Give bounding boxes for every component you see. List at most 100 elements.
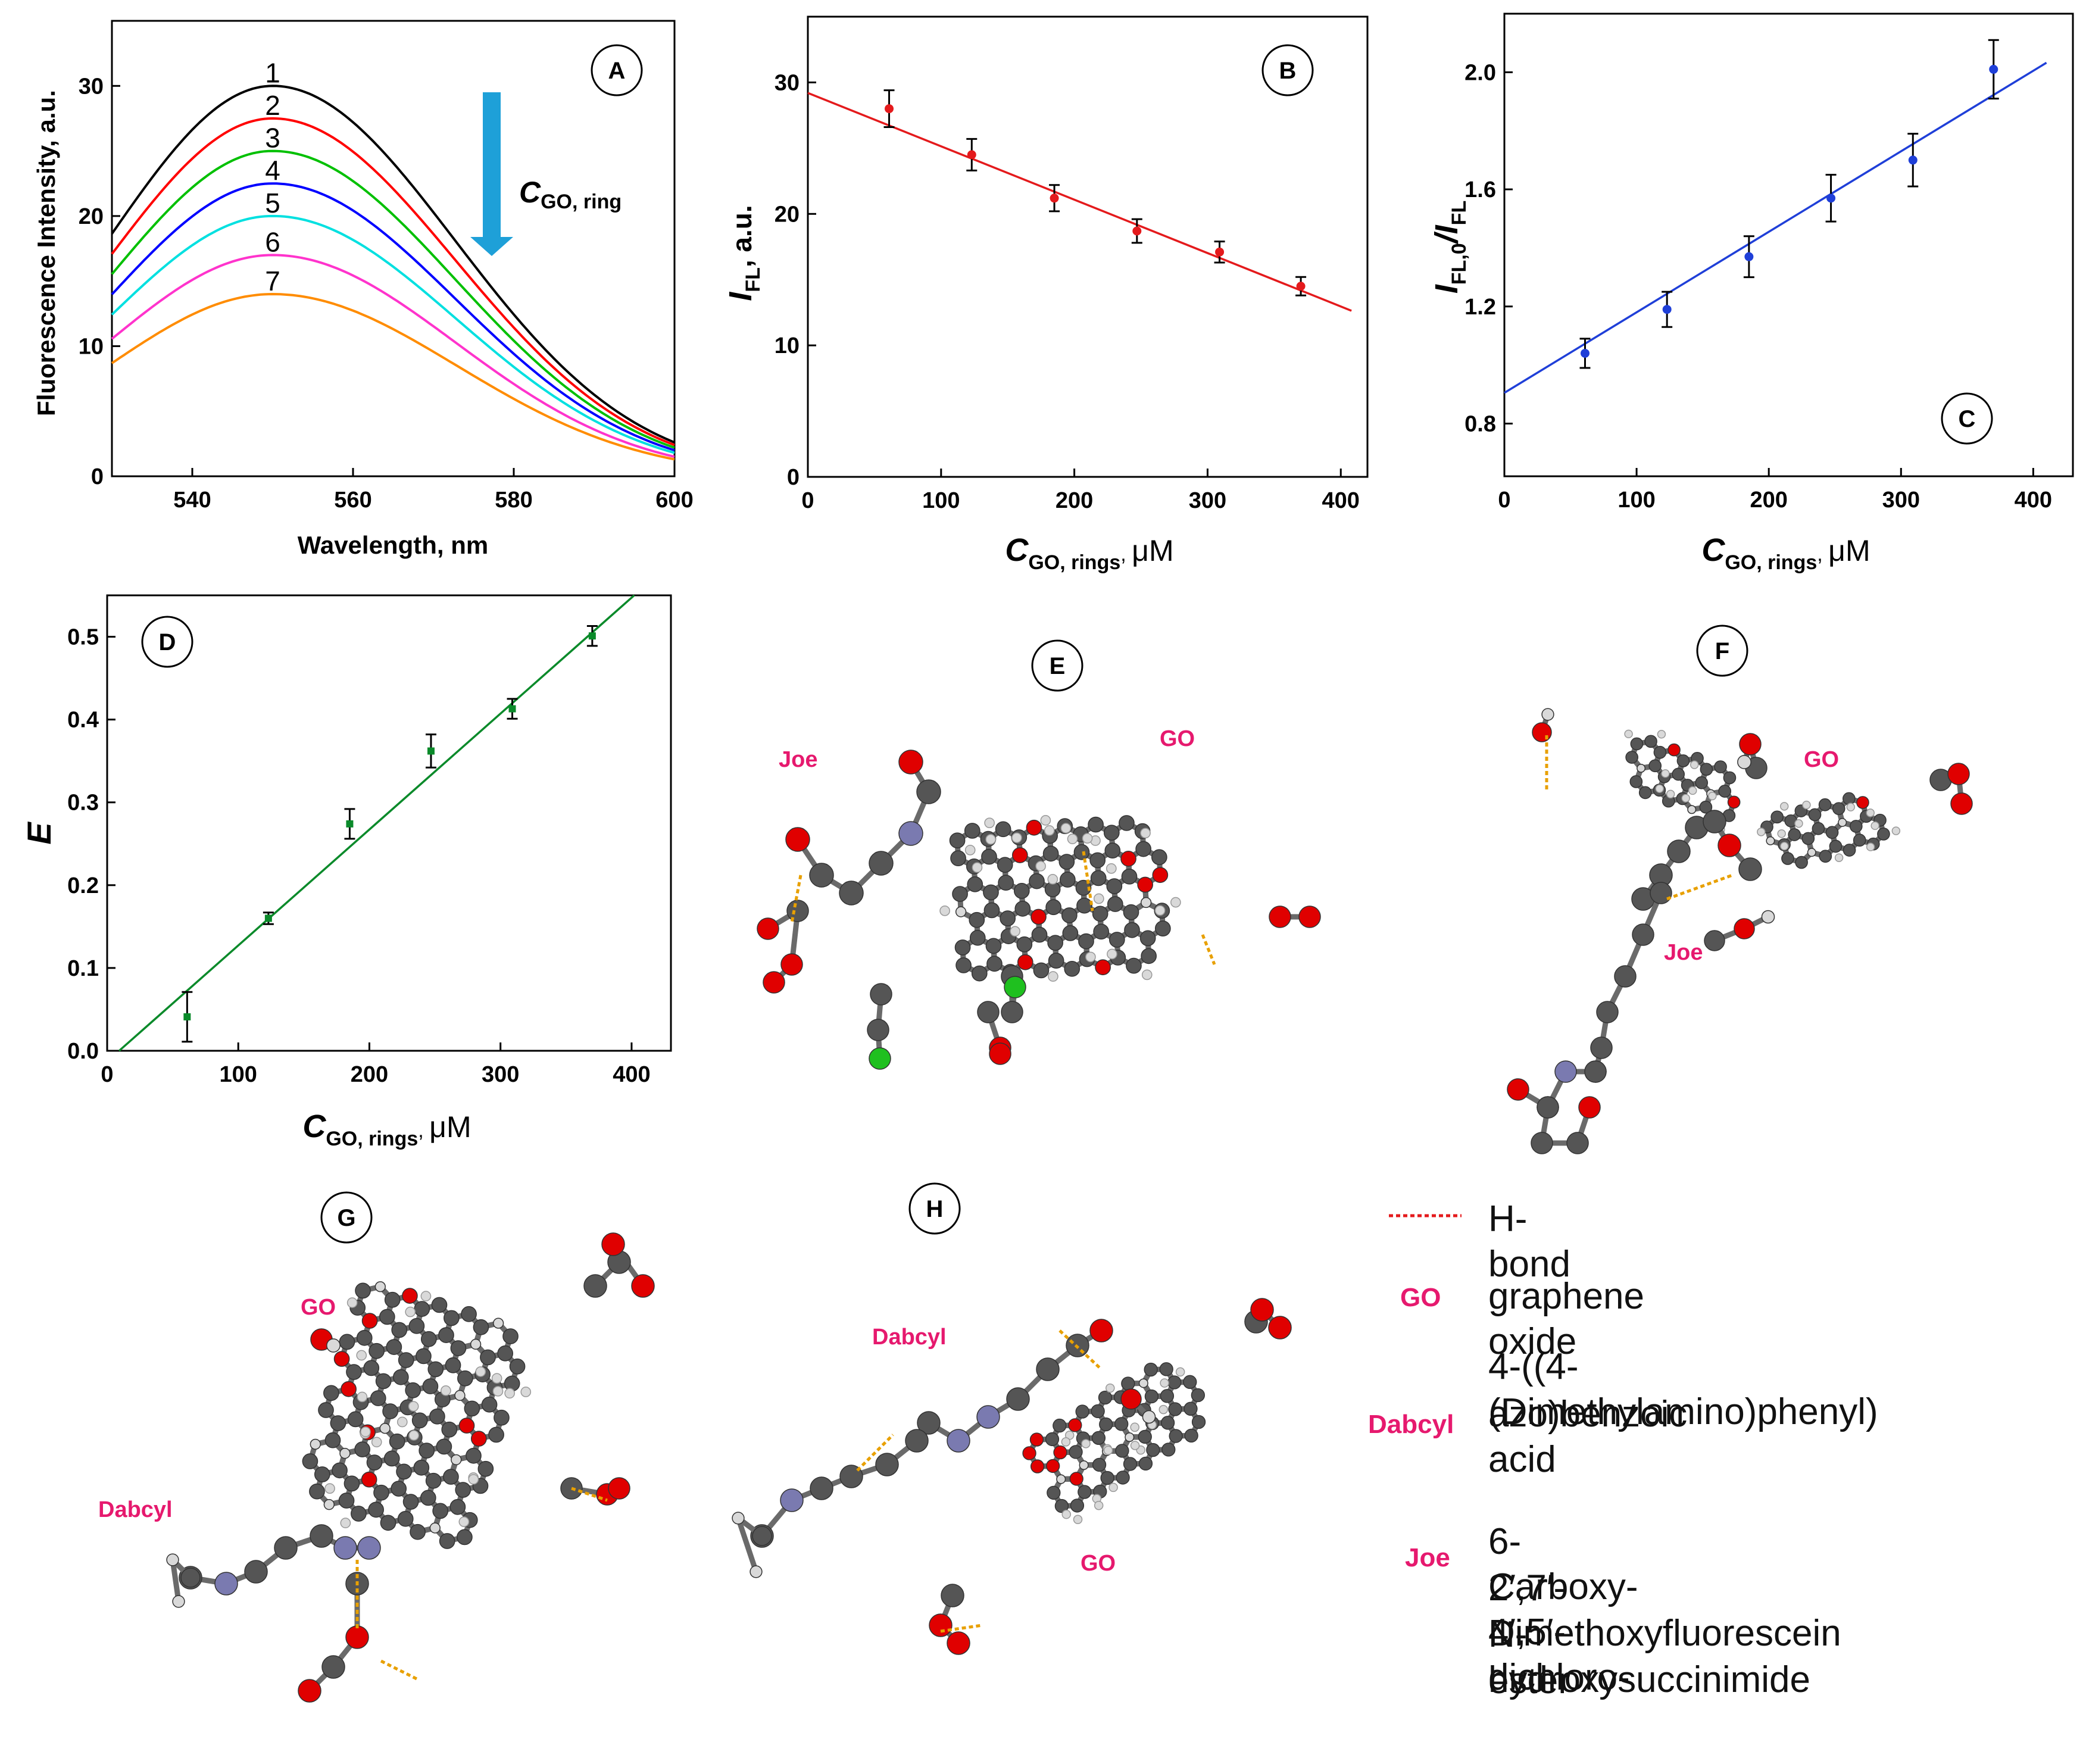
- carbon-atom: [1092, 1457, 1107, 1472]
- carbon-atom: [1781, 852, 1794, 865]
- carbon-atom: [954, 939, 971, 956]
- panel-h-molecular-model: [732, 1298, 1292, 1655]
- carbon-atom: [1078, 1485, 1092, 1499]
- carbon-atom: [1092, 906, 1108, 922]
- nitrogen-atom: [947, 1429, 970, 1453]
- oxygen-atom: [785, 827, 810, 852]
- hydrogen-atom: [492, 1385, 504, 1397]
- carbon-atom: [1819, 850, 1832, 863]
- carbon-atom: [457, 1370, 473, 1387]
- panel-b-data-point: [1296, 282, 1306, 291]
- oxygen-atom: [1269, 906, 1291, 928]
- hydrogen-atom: [324, 1483, 335, 1494]
- oxygen-atom: [1017, 954, 1033, 970]
- hydrogen-atom: [360, 1426, 371, 1437]
- oxygen-atom: [1011, 847, 1028, 863]
- carbon-atom: [477, 1460, 494, 1477]
- oxygen-atom: [1053, 1445, 1067, 1460]
- panel-b-data-point: [885, 104, 894, 114]
- hydrogen-atom: [1541, 708, 1554, 721]
- hydrogen-atom: [1794, 819, 1803, 828]
- carbon-atom: [380, 1515, 396, 1531]
- carbon-atom: [1146, 1443, 1160, 1457]
- carbon-atom: [1076, 897, 1092, 914]
- oxygen-atom: [341, 1381, 357, 1397]
- hydrogen-atom: [1011, 832, 1022, 844]
- carbon-atom: [1191, 1415, 1206, 1429]
- hydrogen-atom: [939, 905, 950, 916]
- carbon-atom: [1029, 873, 1045, 889]
- legend-go-name: GO: [1400, 1283, 1441, 1312]
- carbon-atom: [1630, 737, 1644, 751]
- panel-b-data-point: [1050, 193, 1059, 203]
- oxygen-atom: [1068, 1418, 1082, 1432]
- panel-f-go-label: GO: [1804, 747, 1839, 772]
- carbon-atom: [1138, 1429, 1152, 1444]
- carbon-atom: [1167, 1375, 1182, 1390]
- spectrum-label-5: 5: [265, 188, 280, 218]
- oxygen-atom: [898, 750, 923, 775]
- hydrogen-atom: [1154, 905, 1166, 916]
- oxygen-atom: [1532, 722, 1552, 742]
- panel-labels: A B C D E F G H: [141, 44, 1993, 1244]
- panel-b-xtick-label: 400: [1322, 488, 1360, 513]
- hydrogen-atom: [1802, 800, 1811, 810]
- carbon-atom: [1614, 965, 1637, 988]
- hydrogen-atom: [1838, 818, 1847, 827]
- carbon-atom: [1047, 935, 1063, 951]
- panel-e-molecular-model: [757, 750, 1321, 1070]
- panel-g-go-label: GO: [301, 1295, 336, 1320]
- carbon-atom: [402, 1494, 419, 1510]
- panel-a-xtick-label: 580: [495, 488, 532, 513]
- panel-d-xtick-label: 200: [351, 1062, 388, 1087]
- panel-a-arrow-label: CGO, ring: [519, 176, 622, 213]
- panel-c-data-point: [1826, 193, 1836, 203]
- panel-b-xtick-label: 200: [1056, 488, 1093, 513]
- panel-d-ytick-label: 0.0: [67, 1039, 99, 1064]
- nitrogen-atom: [333, 1536, 357, 1560]
- carbon-atom: [1703, 810, 1726, 833]
- carbon-atom: [422, 1378, 439, 1394]
- panel-a-xlabel: Wavelength, nm: [298, 531, 488, 559]
- carbon-atom: [1714, 760, 1727, 773]
- spectrum-curve-2: [111, 117, 675, 447]
- panel-b-xlabel: CGO, rings, μM: [1005, 532, 1173, 574]
- oxygen-atom: [1856, 796, 1869, 809]
- carbon-atom: [351, 1506, 367, 1522]
- carbon-atom: [457, 1529, 473, 1546]
- hydrogen-atom: [1093, 893, 1104, 904]
- carbon-atom: [1119, 815, 1135, 831]
- carbon-atom: [1073, 844, 1090, 860]
- carbon-atom: [1151, 849, 1167, 866]
- panel-label-c: C: [1959, 406, 1976, 432]
- hydrogen-atom: [470, 1338, 482, 1350]
- carbon-atom: [509, 1358, 526, 1375]
- carbon-atom: [445, 1357, 461, 1373]
- carbon-atom: [369, 1342, 385, 1359]
- hydrogen-atom: [1891, 826, 1901, 835]
- carbon-atom: [339, 1334, 355, 1350]
- panel-b-ytick-label: 10: [775, 333, 800, 358]
- oxygen-atom: [1095, 959, 1111, 976]
- panel-b-data-point: [967, 150, 976, 160]
- spectrum-label-6: 6: [265, 226, 280, 257]
- panel-b-points: [883, 89, 1307, 296]
- hydrogen-bond: [1666, 873, 1733, 901]
- carbon-atom: [1808, 808, 1822, 822]
- hydrogen-atom: [1105, 1383, 1115, 1393]
- carbon-atom: [1184, 1428, 1198, 1443]
- carbon-atom: [1154, 920, 1171, 936]
- hydrogen-atom: [1624, 729, 1633, 739]
- hydrogen-atom: [972, 862, 983, 873]
- hydrogen-atom: [405, 1306, 416, 1317]
- carbon-atom: [1114, 1417, 1129, 1431]
- spectrum-curve-7: [111, 292, 675, 461]
- carbon-atom: [180, 1568, 201, 1588]
- carbon-atom: [583, 1274, 607, 1298]
- carbon-atom: [386, 1339, 402, 1355]
- hydrogen-atom: [326, 1338, 341, 1353]
- carbon-atom: [321, 1655, 345, 1679]
- panel-a-ytick-label: 0: [91, 464, 104, 489]
- carbon-atom: [379, 1309, 395, 1325]
